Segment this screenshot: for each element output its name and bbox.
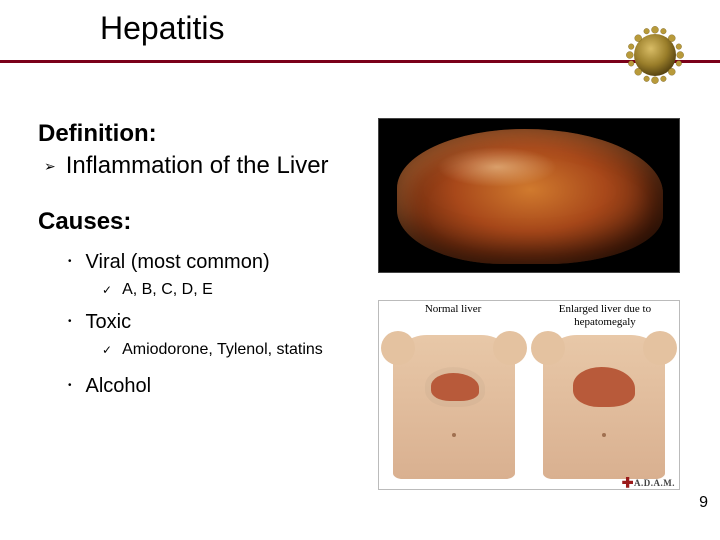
page-number: 9 — [699, 494, 708, 512]
content-column: Definition: ➢ Inflammation of the Liver … — [38, 120, 378, 398]
liver-comparison-figure: Normal liver Enlarged liver due to hepat… — [378, 300, 680, 490]
title-row: Hepatitis — [0, 0, 720, 47]
horizontal-rule — [0, 60, 720, 63]
liver-photo-highlight — [437, 147, 557, 187]
cause-item-toxic: • Toxic — [68, 310, 378, 334]
dot-bullet-icon: • — [68, 374, 72, 398]
torso-normal — [379, 331, 529, 479]
cause-alcohol-label: Alcohol — [86, 374, 152, 398]
definition-item: ➢ Inflammation of the Liver — [44, 152, 378, 180]
comparison-label-normal: Normal liver — [383, 303, 523, 329]
check-bullet-icon: ✓ — [102, 280, 112, 300]
cause-viral-label: Viral (most common) — [86, 250, 270, 274]
slide: Hepatitis — [0, 0, 720, 540]
cause-toxic-sub-text: Amiodorone, Tylenol, statins — [122, 340, 323, 360]
liver-normal-icon — [431, 373, 479, 401]
definition-heading: Definition: — [38, 120, 378, 148]
dot-bullet-icon: • — [68, 250, 72, 274]
comparison-label-enlarged: Enlarged liver due to hepatomegaly — [535, 303, 675, 329]
cause-toxic-sub: ✓ Amiodorone, Tylenol, statins — [102, 340, 378, 360]
navel-icon — [602, 433, 606, 437]
definition-text: Inflammation of the Liver — [66, 152, 329, 180]
cause-item-alcohol: • Alcohol — [68, 374, 378, 398]
dot-bullet-icon: • — [68, 310, 72, 334]
adam-logo: ✚A.D.A.M. — [622, 478, 675, 488]
cause-item-viral: • Viral (most common) — [68, 250, 378, 274]
check-bullet-icon: ✓ — [102, 340, 112, 360]
liver-enlarged-icon — [573, 367, 635, 407]
liver-photo — [378, 118, 680, 273]
cause-toxic-label: Toxic — [86, 310, 132, 334]
comparison-labels: Normal liver Enlarged liver due to hepat… — [379, 301, 679, 331]
arrow-bullet-icon: ➢ — [44, 152, 56, 180]
causes-heading: Causes: — [38, 208, 378, 236]
torso-shape — [543, 335, 665, 479]
cause-viral-sub-text: A, B, C, D, E — [122, 280, 213, 300]
cause-viral-sub: ✓ A, B, C, D, E — [102, 280, 378, 300]
navel-icon — [452, 433, 456, 437]
torso-shape — [393, 335, 515, 479]
liver-photo-organ — [397, 129, 663, 264]
torso-enlarged — [529, 331, 679, 479]
comparison-torsos — [379, 331, 679, 479]
adam-logo-text: A.D.A.M. — [634, 478, 675, 488]
virus-icon — [620, 20, 690, 90]
